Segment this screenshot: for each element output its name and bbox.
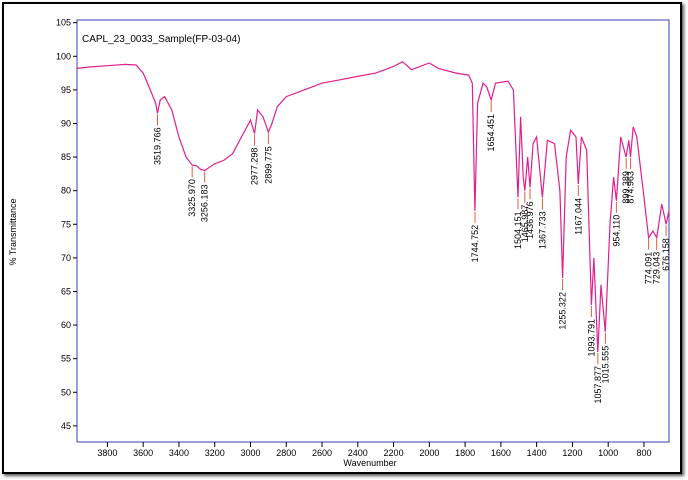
peak-label: 1015.555 [600,346,610,384]
peak-label: 1744.752 [470,225,480,263]
y-tick-label: 55 [61,354,71,364]
x-axis-label: Wavenumber [343,458,396,468]
x-tick-label: 1600 [491,448,511,458]
x-tick-label: 800 [636,448,651,458]
peak-label: 1367.733 [537,211,547,249]
peak-label: 676.158 [661,238,671,271]
x-tick-label: 3800 [97,448,117,458]
peak-label: 954.110 [611,215,621,247]
peak-label: 1167.044 [573,198,583,235]
x-tick-label: 2000 [419,448,439,458]
y-tick-label: 65 [61,286,71,296]
y-tick-label: 45 [61,421,71,431]
x-tick-label: 1200 [562,448,582,458]
peak-label: 2899.775 [263,146,273,184]
peak-label: 1057.877 [593,366,603,404]
y-tick-label: 60 [61,320,71,330]
x-tick-label: 1000 [598,448,618,458]
y-axis-label: % Transmittance [8,198,18,265]
screenshot: CAPL_23_0033_Sample(FP-03-04) Wavenumber… [2,2,682,474]
y-tick-label: 50 [61,387,71,397]
chart-title: CAPL_23_0033_Sample(FP-03-04) [82,34,240,45]
peak-label: 1654.451 [486,114,496,152]
y-tick-label: 100 [56,51,71,61]
x-tick-label: 1800 [455,448,475,458]
y-tick-label: 70 [61,253,71,263]
peak-label: 1465.987 [520,205,530,243]
y-tick-label: 90 [61,118,71,128]
plot-frame [76,19,670,443]
peak-label: 774.091 [644,252,654,285]
y-tick-label: 95 [61,85,71,95]
peak-label: 1504.151 [513,211,523,249]
x-tick-label: 3200 [205,448,225,458]
peak-label: 899.389 [621,171,631,204]
x-tick-label: 2200 [384,448,404,458]
x-tick-label: 1400 [527,448,547,458]
peak-label: 729.043 [652,252,662,285]
x-tick-label: 2800 [276,448,296,458]
peak-label: 874.963 [626,171,636,204]
peak-label: 3325.970 [187,179,197,217]
peak-label: 1436.976 [525,201,535,239]
x-tick-label: 3000 [240,448,260,458]
x-tick-label: 3400 [169,448,189,458]
peak-label: 3519.766 [153,127,163,165]
chart: CAPL_23_0033_Sample(FP-03-04) Wavenumber… [8,18,671,468]
y-tick-label: 85 [61,152,71,162]
x-tick-label: 3600 [133,448,153,458]
y-tick-label: 75 [61,219,71,229]
peak-label: 1255.322 [558,292,568,330]
y-tick-label: 80 [61,186,71,196]
x-tick-label: 2600 [312,448,332,458]
peak-label: 2977.298 [250,148,260,186]
peak-label: 1093.791 [586,319,596,357]
x-tick-label: 2400 [348,448,368,458]
peak-label: 3256.183 [200,185,210,223]
y-tick-label: 105 [56,18,71,28]
spectrum-line [76,60,670,353]
